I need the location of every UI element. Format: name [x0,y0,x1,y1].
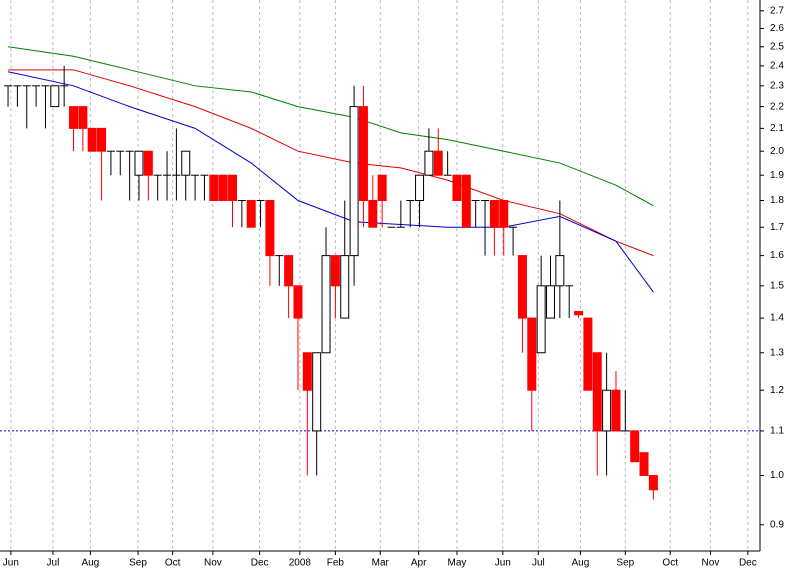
candle-body [527,317,537,391]
y-tick-label: 0.9 [770,519,784,530]
moving-average-line [7,46,654,207]
candle-body [134,150,144,176]
candle-body [218,174,228,201]
candle-body [368,199,378,228]
candle-body [648,475,658,491]
candle-body [415,174,425,201]
candle-body [50,85,60,108]
candle-body [181,150,191,176]
candle-body [228,174,238,201]
y-tick-label: 1.6 [770,250,784,261]
candle-body [321,255,331,354]
candle-body [312,352,322,432]
candle-body [69,106,79,129]
x-tick-label: Jul [47,558,60,569]
candle-body [424,150,434,176]
y-tick-label: 1.2 [770,385,784,396]
x-tick-label: 2008 [289,558,312,569]
x-tick-label: Apr [411,558,427,569]
x-tick-label: Sep [129,558,147,569]
y-tick-label: 1.1 [770,426,784,437]
candle-body [611,389,621,432]
candle-body [377,174,387,201]
y-tick-label: 1.0 [770,470,784,481]
y-tick-label: 2.4 [770,61,784,72]
y-tick-label: 1.7 [770,222,784,233]
y-tick-label: 2.6 [770,23,784,34]
x-tick-label: Sep [616,558,634,569]
y-tick-label: 1.8 [770,195,784,206]
candle-body [592,352,602,432]
candle-body [555,255,565,287]
candle-body [78,106,88,129]
x-tick-label: Oct [662,558,678,569]
candle-body [461,174,471,228]
candle-body [302,352,312,391]
x-tick-label: Jun [495,558,511,569]
candle-body [330,255,340,287]
candle-body [499,199,509,228]
x-tick-label: Aug [81,558,99,569]
candle-body [583,317,593,391]
candle-body [545,285,555,319]
x-tick-label: Mar [372,558,390,569]
y-tick-label: 1.5 [770,280,784,291]
x-tick-label: Jul [532,558,545,569]
candle-body [87,127,97,152]
x-tick-label: Nov [204,558,222,569]
candle-body [489,199,499,228]
candle-body [536,285,546,354]
x-tick-label: May [448,558,467,569]
candle-body [265,199,275,257]
x-tick-label: Feb [327,558,345,569]
candle-body [293,285,303,319]
y-tick-label: 2.3 [770,80,784,91]
candle-body [97,127,107,152]
y-tick-label: 1.3 [770,347,784,358]
y-tick-label: 1.4 [770,313,784,324]
candle-body [452,174,462,201]
y-tick-label: 1.9 [770,170,784,181]
y-tick-label: 2.0 [770,146,784,157]
candle-body [340,255,350,319]
candle-body [574,310,584,316]
candle-body [246,199,256,228]
candle-body [433,150,443,176]
candle-body [358,106,368,201]
x-tick-label: Dec [739,558,757,569]
candle-body [349,106,359,257]
candle-body [602,389,612,432]
y-tick-label: 2.7 [770,5,784,16]
x-tick-label: Nov [702,558,720,569]
y-tick-label: 2.2 [770,101,784,112]
candle-body [517,255,527,319]
x-tick-label: Dec [251,558,269,569]
x-tick-label: Oct [165,558,181,569]
candle-body [639,452,649,477]
y-tick-label: 2.5 [770,41,784,52]
candle-body [284,255,294,287]
candle-body [143,150,153,176]
y-tick-label: 2.1 [770,123,784,134]
candle-body [630,430,640,463]
x-tick-label: Jun [3,558,19,569]
x-tick-label: Aug [572,558,590,569]
candle-body [209,174,219,201]
